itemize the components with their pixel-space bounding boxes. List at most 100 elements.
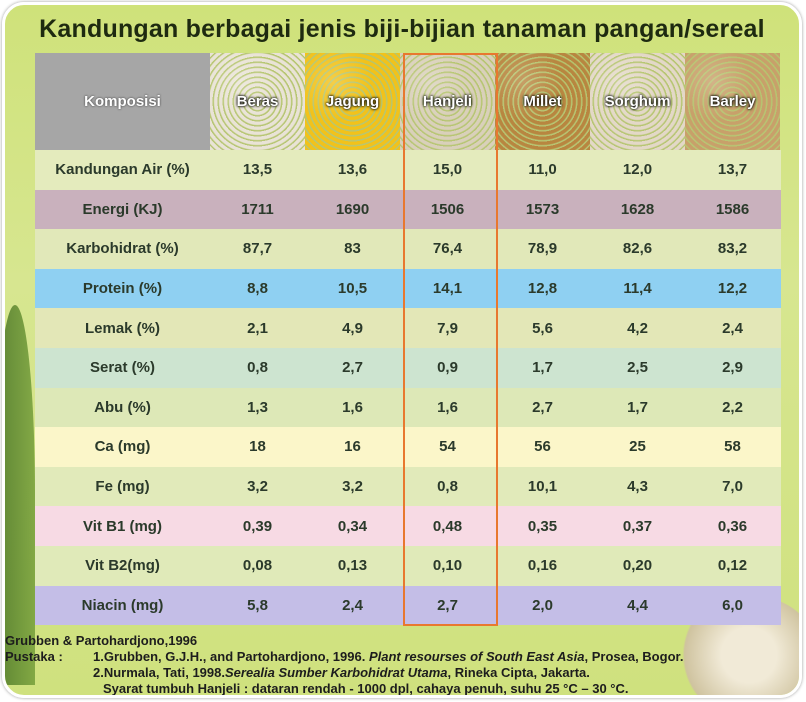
cell-jagung: 83 (344, 240, 361, 258)
cell-sorghum: 4,3 (627, 478, 648, 496)
header-row: Komposisi Beras Jagung Hanjeli Millet Sorghu… (35, 53, 781, 150)
cell-hanjeli: 0,9 (437, 359, 458, 377)
table-row: Kandungan Air (%) 13,5 13,6 15,0 11,0 12,0 13,… (35, 150, 781, 190)
cell-barley: 12,2 (717, 280, 748, 298)
cell-hanjeli: 7,9 (437, 319, 458, 337)
cell-hanjeli: 0,10 (432, 557, 463, 575)
cell-hanjeli: 15,0 (432, 161, 463, 179)
cell-hanjeli: 54 (439, 438, 456, 456)
header-millet: Millet (495, 53, 590, 150)
cell-millet: 11,0 (528, 161, 557, 179)
cell-jagung: 2,7 (342, 359, 363, 377)
cell-beras: 8,8 (247, 280, 268, 298)
cell-barley: 0,12 (717, 557, 748, 575)
table-row: Lemak (%) 2,1 4,9 7,9 5,6 4,2 2,4 (35, 308, 781, 348)
cell-beras: 87,7 (242, 240, 273, 258)
table-row: Abu (%) 1,3 1,6 1,6 2,7 1,7 2,2 (35, 387, 781, 428)
growth-note: Syarat tumbuh Hanjeli : dataran rendah -… (103, 681, 629, 696)
cell-millet: 2,0 (532, 596, 553, 614)
cell-jagung: 10,5 (337, 280, 368, 298)
ref1-publisher: , Prosea, Bogor. (584, 649, 684, 664)
row-label: Fe (mg) (95, 478, 150, 496)
cell-sorghum: 1628 (620, 200, 655, 218)
row-label: Vit B2(mg) (85, 557, 160, 575)
cell-hanjeli: 2,7 (437, 596, 458, 614)
cell-beras: 0,08 (242, 557, 273, 575)
pustaka-label: Pustaka : (5, 649, 63, 664)
ref2-publisher: , Rineka Cipta, Jakarta. (447, 665, 590, 680)
table-row: Vit B2(mg) 0,08 0,13 0,10 0,16 0,20 0,12 (35, 545, 781, 586)
cell-millet: 78,9 (527, 240, 558, 258)
leaf-decoration (5, 305, 35, 685)
cell-beras: 3,2 (247, 478, 268, 496)
footer: Grubben & Partohardjono,1996 Pustaka : 1.… (5, 633, 683, 696)
row-label: Ca (mg) (94, 438, 151, 456)
cell-hanjeli: 14,1 (432, 280, 463, 298)
row-label: Protein (%) (82, 280, 163, 298)
cell-barley: 0,36 (717, 517, 748, 535)
cell-jagung: 1,6 (342, 398, 363, 416)
table-row: Karbohidrat (%) 87,7 83 76,4 78,9 82,6 83,2 (35, 229, 781, 269)
cell-millet: 12,8 (527, 280, 558, 298)
cell-sorghum: 25 (629, 438, 646, 456)
header-hanjeli: Hanjeli (400, 53, 495, 150)
cell-barley: 2,2 (722, 398, 743, 416)
cell-hanjeli: 0,48 (432, 517, 463, 535)
cell-hanjeli: 0,8 (437, 478, 458, 496)
header-sorghum: Sorghum (590, 53, 685, 150)
cell-beras: 0,39 (242, 517, 273, 535)
cell-sorghum: 0,20 (622, 557, 653, 575)
cell-sorghum: 0,37 (622, 517, 653, 535)
row-label: Serat (%) (89, 359, 156, 377)
header-beras: Beras (210, 53, 305, 150)
ref1-text: 1.Grubben, G.J.H., and Partohardjono, 19… (93, 649, 369, 664)
row-label: Energi (KJ) (82, 200, 163, 218)
cell-jagung: 16 (344, 438, 361, 456)
table-row: Vit B1 (mg) 0,39 0,34 0,48 0,35 0,37 0,36 (35, 506, 781, 546)
table-row: Fe (mg) 3,2 3,2 0,8 10,1 4,3 7,0 (35, 466, 781, 507)
table-row: Niacin (mg) 5,8 2,4 2,7 2,0 4,4 6,0 (35, 585, 781, 626)
cell-millet: 56 (534, 438, 551, 456)
ref2-text: 2.Nurmala, Tati, 1998. (93, 665, 225, 680)
cell-millet: 10,1 (527, 478, 558, 496)
table-row: Ca (mg) 18 16 54 56 25 58 (35, 427, 781, 467)
cell-jagung: 4,9 (342, 319, 363, 337)
cell-sorghum: 1,7 (627, 398, 648, 416)
table-row: Energi (KJ) 1711 1690 1506 1573 1628 1586 (35, 189, 781, 230)
cell-barley: 13,7 (717, 161, 748, 179)
cell-barley: 2,9 (722, 359, 743, 377)
cell-jagung: 0,34 (337, 517, 368, 535)
cell-beras: 1711 (241, 200, 274, 218)
cell-beras: 2,1 (247, 319, 268, 337)
row-label: Abu (%) (94, 398, 151, 416)
cell-jagung: 1690 (335, 200, 370, 218)
cell-hanjeli: 1506 (430, 200, 465, 218)
composition-table: Komposisi Beras Jagung Hanjeli Millet Sorghu… (35, 53, 781, 626)
cell-barley: 7,0 (722, 478, 743, 496)
table-row: Protein (%) 8,8 10,5 14,1 12,8 11,4 12,2 (35, 268, 781, 309)
cell-sorghum: 4,2 (627, 319, 648, 337)
cell-barley: 2,4 (722, 319, 743, 337)
table-row: Serat (%) 0,8 2,7 0,9 1,7 2,5 2,9 (35, 347, 781, 388)
ref2-title: Serealia Sumber Karbohidrat Utama (225, 665, 448, 680)
cell-hanjeli: 76,4 (432, 240, 463, 258)
cell-beras: 18 (249, 438, 266, 456)
cell-beras: 13,5 (242, 161, 273, 179)
cell-beras: 1,3 (247, 398, 268, 416)
reference-2: 2.Nurmala, Tati, 1998.Serealia Sumber Ka… (5, 665, 683, 681)
cell-jagung: 0,13 (337, 557, 368, 575)
page-title: Kandungan berbagai jenis biji-bijian tan… (39, 15, 765, 43)
cell-hanjeli: 1,6 (437, 398, 458, 416)
cell-millet: 0,16 (527, 557, 558, 575)
reference-1: Pustaka : 1.Grubben, G.J.H., and Partohar… (5, 649, 683, 665)
cell-beras: 0,8 (247, 359, 268, 377)
header-barley: Barley (685, 53, 780, 150)
cell-beras: 5,8 (247, 596, 268, 614)
cell-barley: 58 (724, 438, 741, 456)
header-komposisi: Komposisi (35, 53, 210, 150)
cell-barley: 6,0 (722, 596, 743, 614)
cell-millet: 1,7 (532, 359, 553, 377)
cell-jagung: 2,4 (342, 596, 363, 614)
header-jagung: Jagung (305, 53, 400, 150)
cell-sorghum: 2,5 (627, 359, 648, 377)
